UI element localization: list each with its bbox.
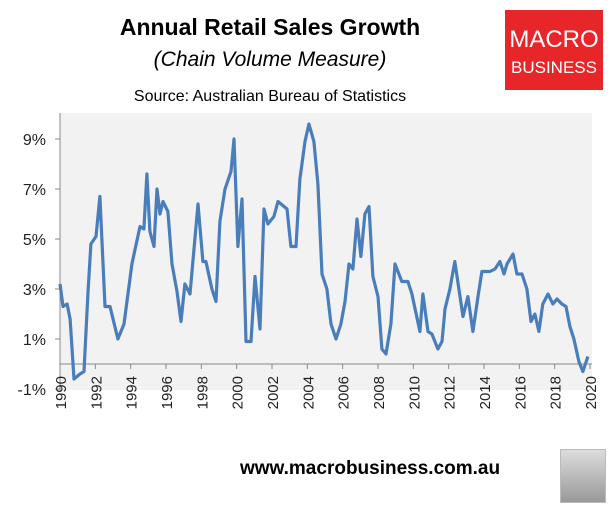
x-tick-label: 2000	[230, 376, 247, 409]
x-tick-label: 1992	[88, 376, 105, 409]
y-tick-label: 1%	[23, 332, 46, 349]
y-tick-label: 9%	[23, 132, 46, 149]
y-tick-label: 3%	[23, 282, 46, 299]
x-tick-label: 1998	[194, 376, 211, 409]
x-tick-label: 1996	[159, 376, 176, 409]
x-tick-label: 2014	[477, 376, 494, 409]
x-tick-label: 2018	[548, 376, 565, 409]
line-chart: -1% 1% 3% 5% 7% 9% 1990 1992 1994 1996 1998 2000 200…	[18, 113, 600, 409]
x-tick-label: 2016	[512, 376, 529, 409]
x-tick-label: 2010	[406, 376, 423, 409]
chart-title: Annual Retail Sales Growth	[119, 14, 421, 40]
y-tick-label: -1%	[18, 382, 46, 399]
chart-subtitle: (Chain Volume Measure)	[153, 48, 387, 71]
logo-line2: BUSINESS	[511, 58, 597, 77]
x-tick-label: 1994	[124, 376, 141, 409]
x-tick-label: 2002	[265, 376, 282, 409]
x-tick-label: 2004	[300, 376, 317, 409]
x-tick-label: 2008	[371, 376, 388, 409]
website-url[interactable]: www.macrobusiness.com.au	[240, 458, 501, 479]
x-tick-label: 2012	[442, 376, 459, 409]
macrobusiness-logo: MACRO BUSINESS	[505, 10, 603, 90]
y-tick-label: 5%	[23, 232, 46, 249]
x-tick-label: 2020	[583, 376, 600, 409]
y-tick-label: 7%	[23, 182, 46, 199]
wolf-logo-image	[560, 449, 606, 503]
x-tick-label: 1990	[53, 376, 70, 409]
plot-area	[60, 113, 592, 390]
x-tick-label: 2006	[336, 376, 353, 409]
chart-source: Source: Australian Bureau of Statistics	[133, 88, 407, 105]
logo-line1: MACRO	[509, 26, 599, 53]
